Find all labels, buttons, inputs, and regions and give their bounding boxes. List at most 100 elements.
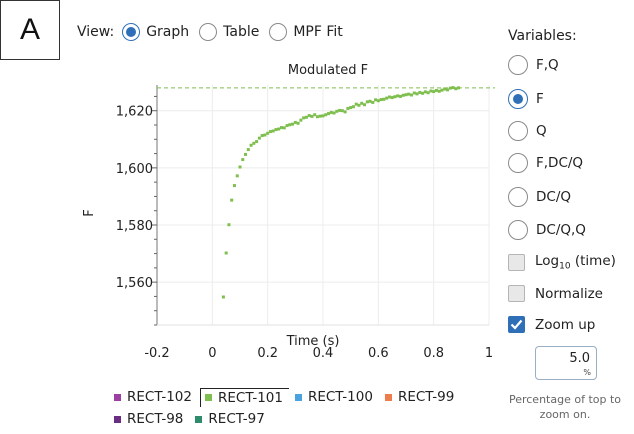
data-point[interactable] <box>393 95 397 99</box>
data-point[interactable] <box>238 165 242 169</box>
legend-item-rect-99[interactable]: RECT-99 <box>381 387 460 407</box>
data-point[interactable] <box>401 93 405 97</box>
variable-option-dc-q[interactable]: DC/Q <box>508 187 571 207</box>
data-point[interactable] <box>268 130 272 134</box>
data-point[interactable] <box>313 113 317 117</box>
data-point[interactable] <box>354 102 358 106</box>
legend-item-rect-97[interactable]: RECT-97 <box>191 409 270 429</box>
data-point[interactable] <box>307 114 311 118</box>
zoom-percentage-input[interactable]: 5.0 % <box>535 346 597 380</box>
radio-unselected-icon[interactable] <box>269 23 288 41</box>
variable-option-f[interactable]: F <box>508 89 544 109</box>
variable-option-dc-q-q[interactable]: DC/Q,Q <box>508 220 586 240</box>
legend-item-rect-100[interactable]: RECT-100 <box>291 387 379 407</box>
data-point[interactable] <box>387 95 391 99</box>
data-point[interactable] <box>429 89 433 93</box>
radio-unselected-icon[interactable] <box>508 153 528 173</box>
data-point[interactable] <box>296 121 300 125</box>
data-point[interactable] <box>335 109 339 113</box>
data-point[interactable] <box>302 116 306 120</box>
data-points[interactable] <box>221 86 461 299</box>
data-point[interactable] <box>257 136 261 140</box>
data-point[interactable] <box>396 94 400 98</box>
log10-time-checkbox[interactable]: Log10 (time) <box>508 253 616 272</box>
data-point[interactable] <box>432 90 436 94</box>
data-point[interactable] <box>277 127 281 131</box>
data-point[interactable] <box>324 113 328 117</box>
data-point[interactable] <box>437 89 441 93</box>
data-point[interactable] <box>434 88 438 92</box>
data-point[interactable] <box>451 86 455 90</box>
data-point[interactable] <box>385 96 389 100</box>
radio-unselected-icon[interactable] <box>199 23 218 41</box>
data-point[interactable] <box>260 134 264 138</box>
zoom-up-checkbox[interactable]: Zoom up <box>508 316 595 333</box>
view-option-graph[interactable]: Graph <box>122 23 189 41</box>
data-point[interactable] <box>338 108 342 112</box>
data-point[interactable] <box>410 93 414 97</box>
data-point[interactable] <box>374 98 378 102</box>
data-point[interactable] <box>440 88 444 92</box>
data-point[interactable] <box>404 93 408 97</box>
data-point[interactable] <box>224 251 228 255</box>
data-point[interactable] <box>365 100 369 104</box>
view-option-table[interactable]: Table <box>199 23 259 41</box>
legend-item-rect-98[interactable]: RECT-98 <box>110 409 189 429</box>
data-point[interactable] <box>423 90 427 94</box>
data-point[interactable] <box>421 91 425 95</box>
data-point[interactable] <box>349 106 353 110</box>
normalize-checkbox[interactable]: Normalize <box>508 285 603 302</box>
data-point[interactable] <box>266 131 270 135</box>
data-point[interactable] <box>288 123 292 127</box>
data-point[interactable] <box>293 120 297 124</box>
data-point[interactable] <box>343 110 347 114</box>
data-point[interactable] <box>263 133 267 137</box>
legend-item-rect-102[interactable]: RECT-102 <box>110 387 198 407</box>
data-point[interactable] <box>230 198 234 202</box>
data-point[interactable] <box>241 158 245 162</box>
data-point[interactable] <box>407 92 411 96</box>
data-point[interactable] <box>235 174 239 178</box>
data-point[interactable] <box>255 140 259 144</box>
data-point[interactable] <box>282 126 286 130</box>
view-option-mpf-fit[interactable]: MPF Fit <box>269 23 343 41</box>
data-point[interactable] <box>446 88 449 92</box>
radio-unselected-icon[interactable] <box>508 121 528 141</box>
variable-option-q[interactable]: Q <box>508 121 547 141</box>
data-point[interactable] <box>412 91 416 95</box>
variable-option-f-q[interactable]: F,Q <box>508 55 559 75</box>
data-point[interactable] <box>398 94 402 98</box>
data-point[interactable] <box>227 223 231 227</box>
zoom-percentage-value[interactable]: 5.0 <box>569 351 590 366</box>
data-point[interactable] <box>379 98 383 102</box>
data-point[interactable] <box>415 92 419 96</box>
data-point[interactable] <box>360 101 364 105</box>
data-point[interactable] <box>457 86 461 90</box>
data-point[interactable] <box>426 91 430 95</box>
data-point[interactable] <box>371 100 375 104</box>
data-point[interactable] <box>376 99 380 103</box>
data-point[interactable] <box>274 128 278 132</box>
data-point[interactable] <box>299 118 303 122</box>
data-point[interactable] <box>346 106 350 110</box>
checkbox-unchecked-icon[interactable] <box>508 253 525 271</box>
data-point[interactable] <box>382 97 386 101</box>
data-point[interactable] <box>363 103 366 107</box>
radio-unselected-icon[interactable] <box>508 187 528 207</box>
data-point[interactable] <box>340 109 344 113</box>
checkbox-checked-icon[interactable] <box>508 316 525 333</box>
data-point[interactable] <box>310 114 314 118</box>
data-point[interactable] <box>332 111 336 115</box>
data-point[interactable] <box>357 103 361 107</box>
data-point[interactable] <box>252 141 256 145</box>
data-point[interactable] <box>291 122 295 126</box>
checkbox-unchecked-icon[interactable] <box>508 285 525 302</box>
legend-item-rect-101[interactable]: RECT-101 <box>199 387 289 407</box>
variable-option-f-dc-q[interactable]: F,DC/Q <box>508 153 583 173</box>
data-point[interactable] <box>249 143 253 147</box>
data-point[interactable] <box>329 110 333 114</box>
radio-selected-icon[interactable] <box>122 23 141 41</box>
data-point[interactable] <box>418 90 422 94</box>
data-point[interactable] <box>232 184 236 188</box>
